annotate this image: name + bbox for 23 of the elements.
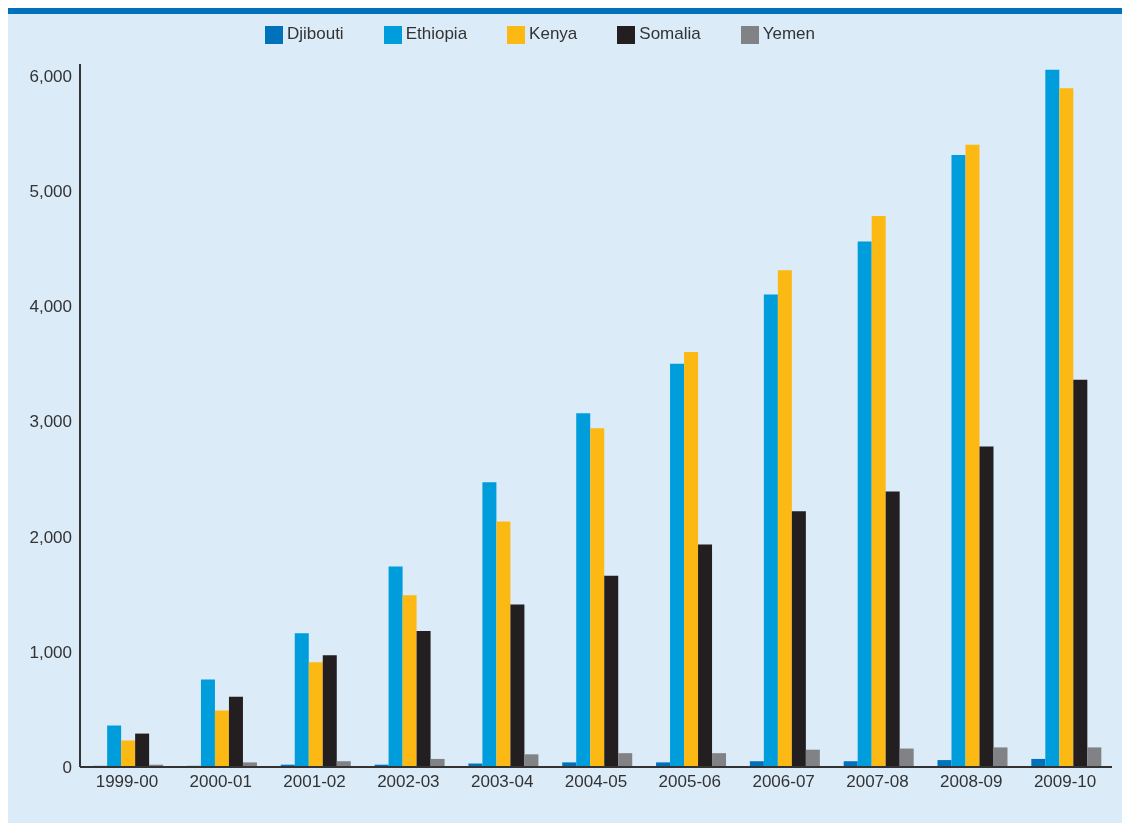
legend-label: Ethiopia	[405, 24, 468, 43]
x-tick-label: 2008-09	[940, 772, 1003, 792]
legend-label: Somalia	[639, 24, 701, 43]
x-tick-label: 2001-02	[283, 772, 346, 792]
x-tick-label: 1999-00	[95, 772, 159, 792]
y-tick-label: 3,000	[29, 412, 72, 432]
x-tick-label: 2006-07	[752, 772, 815, 792]
y-tick-label: 6,000	[29, 66, 72, 86]
y-tick-label: 1,000	[29, 642, 72, 662]
x-tick-label: 2004-05	[564, 772, 628, 792]
y-tick-label: 2,000	[29, 527, 72, 547]
legend-label: Kenya	[529, 24, 578, 43]
y-tick-label: 0	[62, 758, 72, 778]
y-tick-label: 5,000	[29, 181, 72, 201]
x-tick-label: 2002-03	[377, 772, 440, 792]
x-tick-label: 2007-08	[846, 772, 909, 792]
x-tick-label: 2009-10	[1033, 772, 1097, 792]
x-tick-label: 2000-01	[189, 772, 252, 792]
x-tick-label: 2003-04	[470, 772, 534, 792]
y-tick-label: 4,000	[29, 297, 72, 317]
legend-label: Djibouti	[286, 24, 344, 43]
legend-label: Yemen	[762, 24, 816, 43]
x-tick-label: 2005-06	[658, 772, 722, 792]
